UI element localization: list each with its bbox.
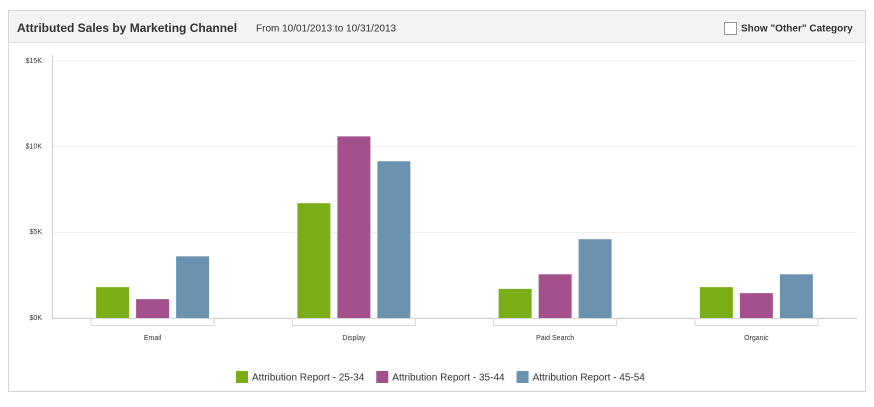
y-tick-label: $0K [30,315,43,322]
x-tick-label: Display [342,335,365,342]
chart-title: Attributed Sales by Marketing Channel [17,21,237,35]
legend-label: Attribution Report - 25-34 [252,373,365,384]
header-bar [9,11,865,42]
category-bracket [493,318,618,326]
bar [136,299,170,318]
legend-swatch [376,371,389,383]
legend-label: Attribution Report - 35-44 [392,373,505,384]
bar [297,203,331,318]
x-tick-label: Organic [744,335,769,342]
bar [739,293,773,318]
y-tick-label: $5K [30,229,43,236]
category-bracket [694,318,819,326]
x-tick-label: Email [144,335,162,342]
x-tick-label: Paid Search [536,335,574,342]
checkbox[interactable] [724,22,737,35]
y-tick-label: $10K [26,144,43,151]
y-tick-label: $15K [26,58,43,65]
bar [699,287,733,318]
legend-swatch [516,371,529,383]
bar [377,161,411,318]
category-bracket [291,318,416,326]
legend-label: Attribution Report - 45-54 [533,373,646,384]
bar [498,288,532,318]
chart-subtitle: From 10/01/2013 to 10/31/2013 [256,24,397,35]
legend-swatch [236,371,248,383]
bar [538,274,572,318]
bar [96,287,130,318]
bar [578,239,612,318]
bar [337,136,371,318]
checkbox-label[interactable]: Show "Other" Category [741,24,853,35]
bar [779,274,813,318]
category-bracket [90,318,215,326]
panel [8,10,866,392]
bar [176,256,210,318]
